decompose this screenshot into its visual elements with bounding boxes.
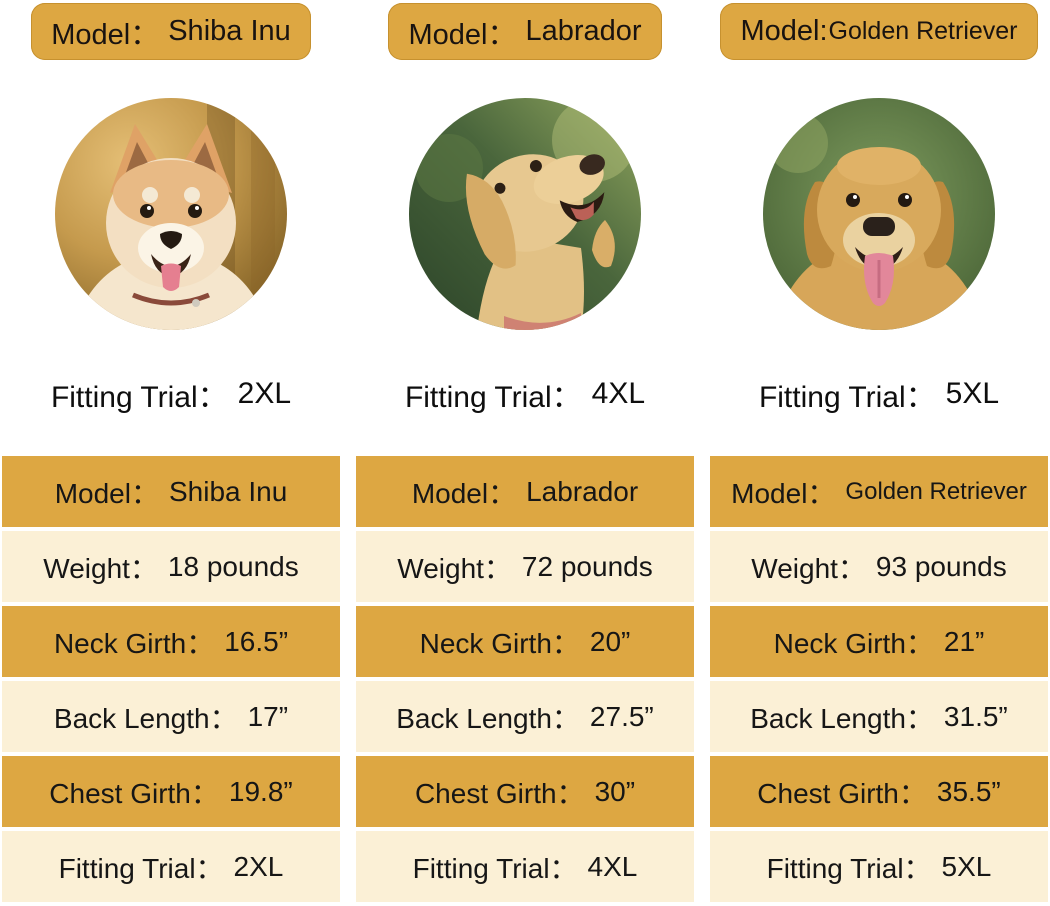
table-row: Back Length： 17” — [2, 681, 340, 752]
row-label: Back Length： — [396, 702, 580, 734]
row-value: Shiba Inu — [168, 475, 288, 507]
table-row: Weight： 93 pounds — [710, 531, 1048, 602]
row-value: 2XL — [233, 850, 284, 882]
table-row: Model： Shiba Inu — [2, 456, 340, 527]
row-value: 18 pounds — [167, 550, 299, 582]
row-label: Model： — [411, 477, 517, 509]
row-value: 4XL — [587, 850, 638, 882]
size-table-labrador: Model： Labrador Weight： 72 pounds Neck G… — [356, 456, 694, 902]
table-row: Fitting Trial： 5XL — [710, 831, 1048, 902]
row-value: 35.5” — [936, 775, 1001, 807]
size-table-golden-retriever: Model： Golden Retriever Weight： 93 pound… — [710, 456, 1048, 902]
fitting-trial-value: 5XL — [945, 377, 1000, 410]
row-label: Weight： — [397, 552, 512, 584]
row-label: Neck Girth： — [773, 627, 934, 659]
row-label: Back Length： — [750, 702, 934, 734]
row-value: Labrador — [526, 475, 639, 507]
row-label: Neck Girth： — [53, 627, 215, 659]
row-value: 21” — [943, 625, 985, 657]
table-row: Chest Girth： 30” — [356, 756, 694, 827]
model-badge-labrador: Model： Labrador — [388, 3, 662, 60]
row-label: Back Length： — [53, 702, 238, 734]
row-label: Fitting Trial： — [412, 852, 578, 884]
column-labrador: Model： Labrador — [356, 0, 694, 902]
row-label: Neck Girth： — [419, 627, 580, 659]
fitting-trial-caption: Fitting Trial： 2XL — [51, 372, 291, 416]
row-label: Model： — [731, 477, 836, 509]
fitting-trial-label: Fitting Trial： — [404, 381, 582, 414]
shiba-inu-photo — [55, 98, 287, 330]
table-row: Fitting Trial： 4XL — [356, 831, 694, 902]
model-badge-label: Model： — [51, 18, 160, 51]
row-value: 72 pounds — [521, 550, 653, 582]
table-row: Weight： 72 pounds — [356, 531, 694, 602]
row-value: 20” — [589, 625, 631, 657]
row-label: Fitting Trial： — [766, 852, 932, 884]
row-value: 93 pounds — [875, 550, 1007, 582]
row-value: 17” — [247, 700, 289, 732]
row-label: Chest Girth： — [757, 777, 927, 809]
row-label: Weight： — [751, 552, 866, 584]
row-value: Golden Retriever — [845, 477, 1027, 505]
labrador-photo — [409, 98, 641, 330]
table-row: Back Length： 31.5” — [710, 681, 1048, 752]
table-row: Chest Girth： 19.8” — [2, 756, 340, 827]
column-shiba-inu: Model： Shiba Inu — [2, 0, 340, 902]
table-row: Model： Labrador — [356, 456, 694, 527]
model-badge-label: Model: — [740, 15, 828, 47]
fitting-trial-caption: Fitting Trial： 5XL — [759, 372, 999, 416]
fitting-trial-label: Fitting Trial： — [758, 381, 936, 414]
fitting-trial-value: 2XL — [237, 377, 292, 410]
golden-retriever-photo — [763, 98, 995, 330]
table-row: Model： Golden Retriever — [710, 456, 1048, 527]
column-golden-retriever: Model: Golden Retriever — [710, 0, 1048, 902]
row-value: 30” — [594, 775, 636, 807]
fitting-trial-caption: Fitting Trial： 4XL — [405, 372, 645, 416]
model-badge-name: Labrador — [525, 15, 642, 47]
table-row: Neck Girth： 16.5” — [2, 606, 340, 677]
table-row: Chest Girth： 35.5” — [710, 756, 1048, 827]
table-row: Neck Girth： 21” — [710, 606, 1048, 677]
row-label: Chest Girth： — [49, 777, 219, 809]
fitting-trial-value: 4XL — [591, 377, 646, 410]
table-row: Neck Girth： 20” — [356, 606, 694, 677]
table-row: Back Length： 27.5” — [356, 681, 694, 752]
row-label: Weight： — [43, 552, 158, 584]
row-value: 27.5” — [589, 700, 654, 732]
table-row: Weight： 18 pounds — [2, 531, 340, 602]
row-value: 16.5” — [224, 625, 289, 657]
row-label: Model： — [54, 477, 159, 509]
model-badge-name: Golden Retriever — [828, 17, 1018, 45]
table-row: Fitting Trial： 2XL — [2, 831, 340, 902]
row-label: Fitting Trial： — [58, 852, 224, 884]
row-value: 5XL — [941, 850, 992, 882]
model-badge-label: Model： — [408, 18, 517, 51]
size-table-shiba: Model： Shiba Inu Weight： 18 pounds Neck … — [2, 456, 340, 902]
fitting-trial-label: Fitting Trial： — [50, 381, 228, 414]
model-badge-name: Shiba Inu — [168, 15, 291, 47]
row-label: Chest Girth： — [414, 777, 585, 809]
model-badge-golden-retriever: Model: Golden Retriever — [720, 3, 1038, 60]
model-badge-shiba: Model： Shiba Inu — [31, 3, 311, 60]
row-value: 31.5” — [943, 700, 1008, 732]
row-value: 19.8” — [228, 775, 293, 807]
